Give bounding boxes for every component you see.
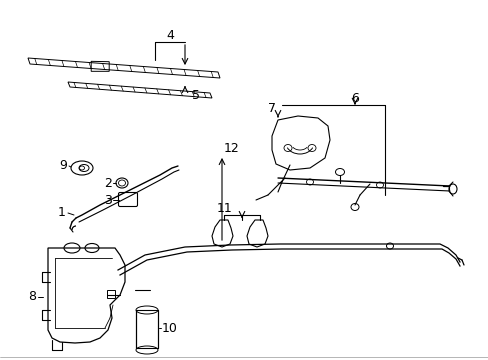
Text: 1: 1 bbox=[58, 206, 66, 219]
Text: 2: 2 bbox=[104, 176, 112, 189]
Bar bbox=[107, 290, 115, 298]
Text: 4: 4 bbox=[166, 28, 174, 41]
Bar bbox=[136, 310, 158, 348]
Text: 6: 6 bbox=[350, 91, 358, 104]
Text: 5: 5 bbox=[192, 89, 200, 102]
Text: 9: 9 bbox=[59, 158, 67, 171]
Text: 3: 3 bbox=[104, 194, 112, 207]
Text: 7: 7 bbox=[267, 102, 275, 114]
Text: 11: 11 bbox=[217, 202, 232, 215]
Text: 10: 10 bbox=[162, 321, 178, 334]
Text: 8: 8 bbox=[28, 291, 36, 303]
Text: 12: 12 bbox=[224, 141, 240, 154]
